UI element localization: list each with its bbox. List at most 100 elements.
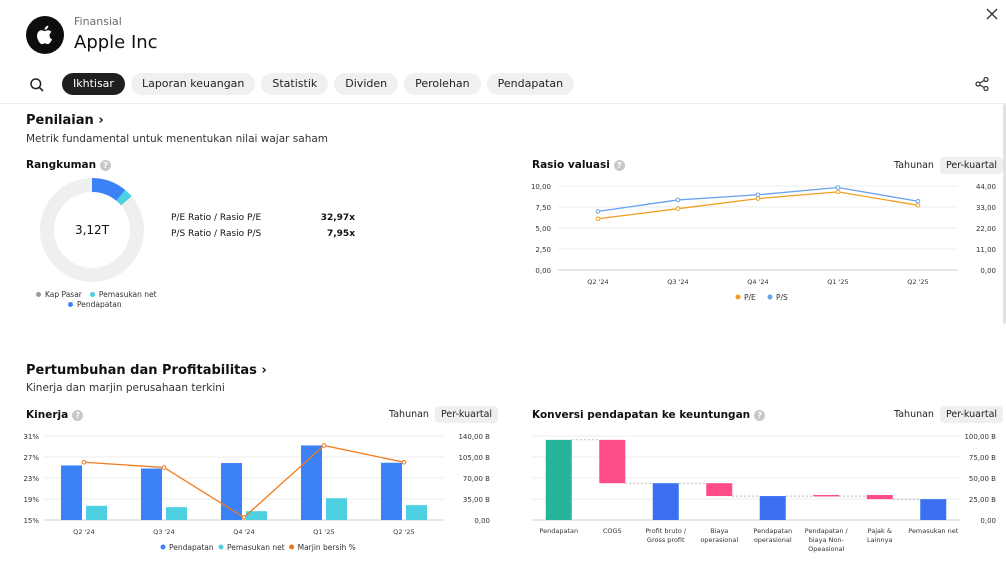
section-growth-heading[interactable]: Pertumbuhan dan Profitabilitas › [26,363,267,378]
toggle-annual[interactable]: Tahunan [894,409,934,420]
y-axis-right-tick: 0,00 [980,267,996,275]
help-icon[interactable]: ? [754,409,766,421]
bar-pendapatan [61,465,82,520]
metric-label-ps: P/S Ratio / Rasio P/S [171,229,262,239]
bar-pemasukan-net [166,507,187,520]
close-icon[interactable] [984,6,1000,22]
legend-label: Kap Pasar [45,290,82,299]
y-axis-left-tick: 27% [23,454,39,462]
section-valuation-title: Penilaian [26,113,94,128]
toggle-quarterly[interactable]: Per-kuartal [939,157,1004,174]
summary-legend-2: Pendapatan [68,300,122,309]
help-icon[interactable]: ? [72,409,84,421]
y-axis-right-tick: 140,00 B [458,433,490,441]
y-axis-left-tick: 7,50 [535,204,551,212]
legend-dot [218,544,224,550]
konversi-chart: 0,00 25,00 B 50,00 B 75,00 B 100,00 B Pendapa… [532,433,996,553]
data-point [675,197,681,203]
legend-label: Pendapatan [169,543,214,552]
y-axis-right-tick: 44,00 [976,183,996,191]
data-point [755,196,761,201]
x-axis-tick: Opeasional [808,545,844,553]
share-icon[interactable] [974,76,990,92]
y-axis-left-tick: 2,50 [535,246,551,254]
x-axis-tick: Pemasukan net [908,527,958,535]
section-growth-title: Pertumbuhan dan Profitabilitas [26,363,257,378]
ratio-title: Rasio valuasi [532,159,610,171]
tab-ikhtisar[interactable]: Ikhtisar [62,73,125,95]
toggle-annual[interactable]: Tahunan [389,409,429,420]
scrollbar[interactable] [1003,104,1006,324]
help-icon[interactable]: ? [613,159,625,171]
data-point [755,192,761,198]
search-icon[interactable] [26,74,48,96]
data-point [161,465,167,470]
bar-pemasukan-net [406,505,427,520]
help-icon[interactable]: ? [100,159,112,171]
x-axis-tick: operasional [754,536,792,544]
legend-label: P/E [744,293,756,302]
apple-icon [37,25,52,45]
summary-heading: Rangkuman ? [26,159,112,171]
bar-pendapatan [141,468,162,520]
waterfall-bar [545,439,572,520]
legend-dot [36,292,41,297]
y-axis-right-tick: 25,00 B [969,496,996,504]
tab-pendapatan[interactable]: Pendapatan [486,73,575,95]
data-point [835,189,841,195]
x-axis-tick: biaya Non- [809,536,845,544]
x-axis-tick: Pendapatan [539,527,578,535]
x-axis-tick: Q4 '24 [233,528,254,536]
y-axis-right-tick: 22,00 [976,225,996,233]
donut-center-label: 3,12T [75,223,110,237]
ratio-heading: Rasio valuasi ? [532,159,625,171]
waterfall-bar [866,494,893,500]
x-axis-tick: Q4 '24 [747,278,768,286]
header-divider [0,103,1006,104]
tab-perolehan[interactable]: Perolehan [404,73,481,95]
data-point [595,216,601,222]
y-axis-left-tick: 15% [23,517,39,525]
toggle-annual[interactable]: Tahunan [894,160,934,171]
series-line-margin [83,444,405,519]
y-axis-left-tick: 5,00 [535,225,551,233]
tab-laporan-keuangan[interactable]: Laporan keuangan [130,73,256,95]
legend-label: P/S [776,293,788,302]
bar-pemasukan-net [86,505,107,520]
data-point [81,459,87,465]
y-axis-right-tick: 75,00 B [969,454,996,462]
konversi-title: Konversi pendapatan ke keuntungan [532,409,751,421]
section-valuation-heading[interactable]: Penilaian › [26,113,104,128]
data-point [401,459,407,465]
legend-label: Marjin bersih % [298,543,356,552]
section-valuation-desc: Metrik fundamental untuk menentukan nila… [26,133,329,145]
kinerja-chart: 15% 0,00 19% 35,00 B 23% 70,00 B 27% 105,00 B 31… [23,433,490,552]
bar-pemasukan-net [326,498,347,520]
legend-dot [160,544,166,550]
bar-pendapatan [301,445,322,520]
toggle-quarterly[interactable]: Per-kuartal [939,406,1004,423]
konversi-heading: Konversi pendapatan ke keuntungan ? [532,409,766,421]
page-subtitle: Finansial [74,15,122,28]
y-axis-left-tick: 23% [23,475,39,483]
x-axis-tick: Profit bruto / [645,527,687,535]
bar-pendapatan [221,463,242,520]
bar-pendapatan [381,462,402,520]
legend-dot [68,302,73,307]
y-axis-right-tick: 0,00 [980,517,996,525]
chevron-right-icon: › [261,363,267,378]
y-axis-right-tick: 35,00 B [463,496,490,504]
toggle-quarterly[interactable]: Per-kuartal [434,406,499,423]
legend-dot [289,544,295,550]
x-axis-tick: Q1 '25 [827,278,848,286]
metric-value-pe: 32,97x [320,213,355,223]
y-axis-right-tick: 50,00 B [969,475,996,483]
chevron-right-icon: › [98,113,104,128]
y-axis-right-tick: 0,00 [474,517,490,525]
donut-slice [92,178,126,201]
legend-label: Pemasukan net [227,543,285,552]
tab-statistik[interactable]: Statistik [261,73,329,95]
waterfall-bar [706,483,733,497]
data-point [675,206,681,211]
tab-dividen[interactable]: Dividen [334,73,399,95]
